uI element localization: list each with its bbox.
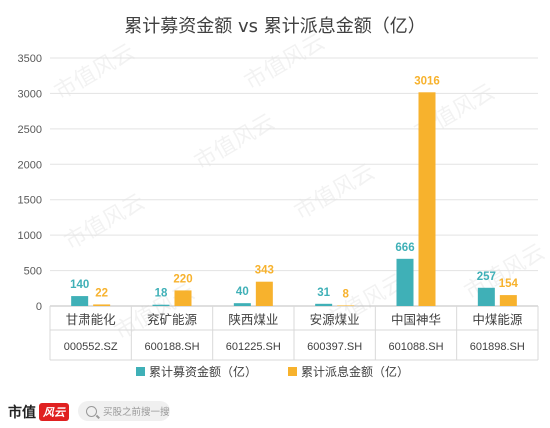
y-tick-label: 3500 [18, 53, 42, 65]
watermark-text: 市值风云 [241, 30, 330, 96]
data-label: 31 [317, 287, 330, 299]
data-label: 257 [477, 271, 496, 283]
bar [315, 303, 333, 306]
chart-card: 累计募资金额 vs 累计派息金额（亿） 市值风云 市值风云 市值风云 市值风云 市值风云… [0, 16, 550, 397]
y-tick-label: 0 [36, 301, 42, 313]
data-label: 140 [70, 279, 89, 291]
legend-swatch [136, 367, 145, 376]
y-tick-label: 1500 [18, 195, 42, 207]
x-category-label: 甘肃能化 [66, 312, 117, 327]
x-category-label: 兖矿能源 [147, 312, 198, 327]
bar [337, 305, 355, 306]
data-label: 343 [255, 265, 274, 277]
y-tick-label: 1000 [18, 230, 42, 242]
data-label: 220 [173, 273, 192, 285]
x-code-label: 601225.SH [226, 341, 281, 353]
x-code-label: 000552.SZ [64, 341, 118, 353]
data-label: 18 [155, 288, 168, 300]
data-label: 8 [342, 288, 349, 300]
x-code-label: 600188.SH [144, 341, 199, 353]
bar [477, 287, 495, 306]
x-category-label: 陕西煤业 [228, 312, 278, 327]
bar [152, 304, 170, 306]
bar [174, 290, 192, 306]
data-label: 40 [236, 286, 249, 298]
chart-title: 累计募资金额 vs 累计派息金额（亿） [124, 16, 426, 37]
x-code-label: 601898.SH [470, 341, 525, 353]
legend-label: 累计派息金额（亿） [301, 364, 409, 379]
logo-text: 市值 [8, 405, 36, 421]
y-tick-label: 500 [24, 266, 42, 278]
bar [418, 92, 436, 306]
x-category-label: 中国神华 [391, 312, 441, 327]
search-box[interactable]: 买股之前搜一搜 [78, 401, 170, 421]
data-label: 666 [395, 242, 414, 254]
data-label: 154 [499, 278, 519, 290]
data-label: 3016 [414, 75, 440, 87]
watermark-text: 市值风云 [51, 40, 140, 106]
x-code-label: 600397.SH [307, 341, 362, 353]
bar [499, 295, 517, 306]
logo-mark: 风云 [39, 403, 69, 421]
x-category-label: 安源煤业 [310, 312, 360, 327]
watermark-text: 市值风云 [191, 110, 280, 176]
brand-logo[interactable]: 市值 风云 [8, 403, 69, 421]
x-category-label: 中煤能源 [472, 312, 523, 327]
footer-bar: 市值 风云 买股之前搜一搜 [0, 396, 550, 428]
legend-swatch [288, 367, 297, 376]
y-tick-label: 2000 [18, 159, 42, 171]
legend-label: 累计募资金额（亿） [149, 364, 257, 379]
search-placeholder: 买股之前搜一搜 [103, 407, 170, 418]
bar [396, 258, 414, 306]
x-code-label: 601088.SH [388, 341, 443, 353]
bar [71, 296, 89, 306]
bar [233, 303, 251, 306]
bar [255, 281, 273, 306]
y-tick-label: 3000 [18, 88, 42, 100]
bar [93, 304, 111, 306]
search-icon [86, 405, 97, 417]
y-tick-label: 2500 [18, 124, 42, 136]
data-label: 22 [95, 287, 108, 299]
watermark-text: 市值风云 [291, 160, 380, 226]
